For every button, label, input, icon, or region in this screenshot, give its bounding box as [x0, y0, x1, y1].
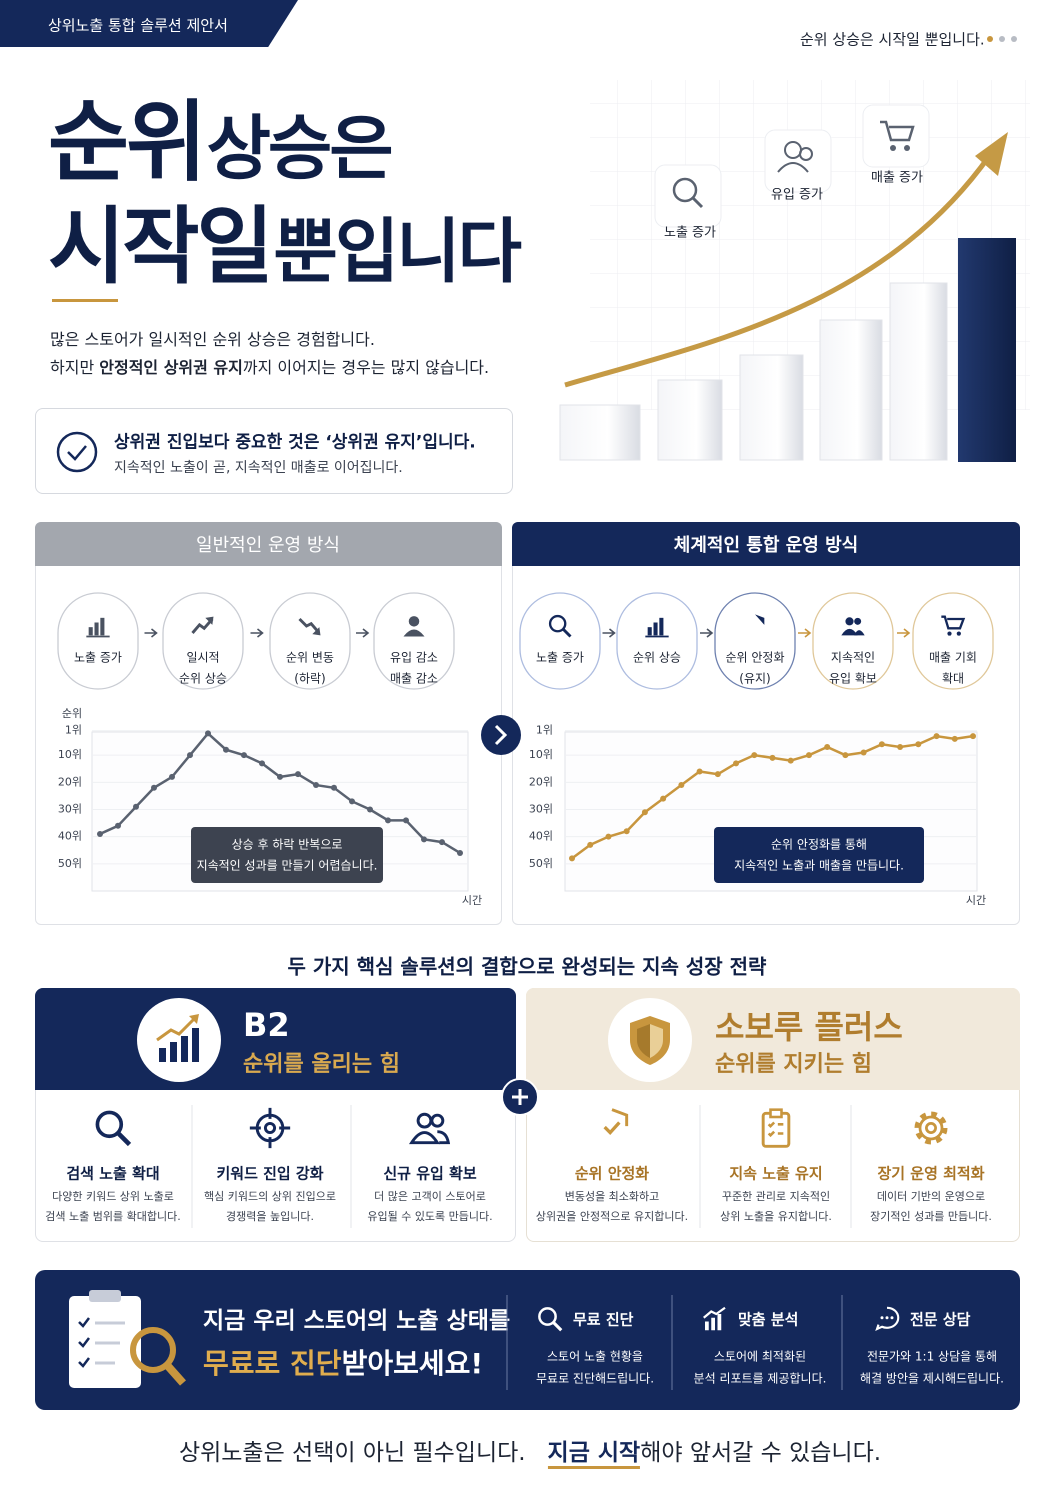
growth-label: 노출 증가	[664, 225, 716, 241]
title-line: 시작일 뿐입니다	[48, 180, 522, 301]
cta-icon	[69, 1290, 186, 1388]
intro-text: 까지 이어지는 경우는 많지 않습니다.	[242, 358, 490, 377]
callout	[35, 408, 513, 494]
intro-bold: 안정적인 상위권 유지	[99, 358, 243, 377]
title-word: 순위	[48, 90, 207, 194]
footer: 상위노출은 선택이 아닌 필수입니다. 지금 시작해야 앞서갈 수 있습니다.	[178, 1433, 882, 1469]
panel-right-header	[512, 522, 1020, 566]
check-icon	[56, 431, 98, 473]
title-word: 뿐입니다	[273, 210, 522, 293]
solutions-title: 두 가지 핵심 솔루션의 결합으로 완성되는 지속 성장 전략	[287, 954, 767, 979]
panel-title: 일반적인 운영 방식	[196, 535, 340, 556]
dots	[987, 36, 1017, 42]
cta	[35, 1270, 1020, 1410]
intro-text: 하지만	[50, 358, 100, 377]
soboru-subtitle: 순위를 지키는 힘	[715, 1052, 872, 1077]
panel-left	[35, 522, 502, 925]
b2-icon	[137, 998, 221, 1082]
rule	[52, 299, 118, 302]
soboru-icon	[608, 998, 692, 1082]
soboru-name: 소보루 플러스	[715, 1008, 903, 1046]
header-tag: 상위노출 통합 솔루션 제안서	[48, 16, 228, 35]
footer-text: 해야 앞서갈 수 있습니다.	[640, 1440, 882, 1466]
title-line: 순위 상승은	[48, 72, 394, 199]
footer-text: 상위노출은 선택이 아닌 필수입니다.	[178, 1440, 526, 1466]
callout-title: 상위권 진입보다 중요한 것은 ‘상위권 유지’입니다.	[114, 432, 476, 453]
cta-headline: 무료로 진단받아보세요!	[203, 1342, 483, 1382]
header-tagline: 순위 상승은 시작일 뿐입니다.	[800, 30, 985, 49]
b2-name: B2	[243, 1006, 290, 1044]
cta-highlight: 무료로 진단	[203, 1347, 342, 1380]
footer-highlight: 지금 시작	[547, 1440, 641, 1469]
b2-header	[35, 988, 516, 1090]
header-tag-bg	[0, 0, 298, 47]
growth-label: 유입 증가	[771, 187, 823, 203]
panel-right	[512, 522, 1020, 925]
title-word: 상승은	[206, 107, 394, 190]
panel-title: 체계적인 통합 운영 방식	[673, 535, 859, 556]
plus-icon	[501, 1078, 539, 1116]
intro-line: 많은 스토어가 일시적인 순위 상승은 경험합니다.	[50, 330, 375, 349]
intro-line: 하지만 안정적인 상위권 유지까지 이어지는 경우는 많지 않습니다.	[50, 354, 489, 378]
hero-graphic	[559, 80, 1030, 462]
growth-label: 매출 증가	[871, 170, 923, 186]
panel-left-header	[35, 522, 502, 566]
b2-subtitle: 순위를 올리는 힘	[243, 1052, 400, 1077]
cta-headline-end: 받아보세요!	[341, 1347, 484, 1380]
title-word: 시작일	[48, 197, 274, 296]
callout-text: 지속적인 노출이 곧, 지속적인 매출로 이어집니다.	[114, 460, 403, 476]
cta-headline: 지금 우리 스토어의 노출 상태를	[203, 1308, 511, 1334]
